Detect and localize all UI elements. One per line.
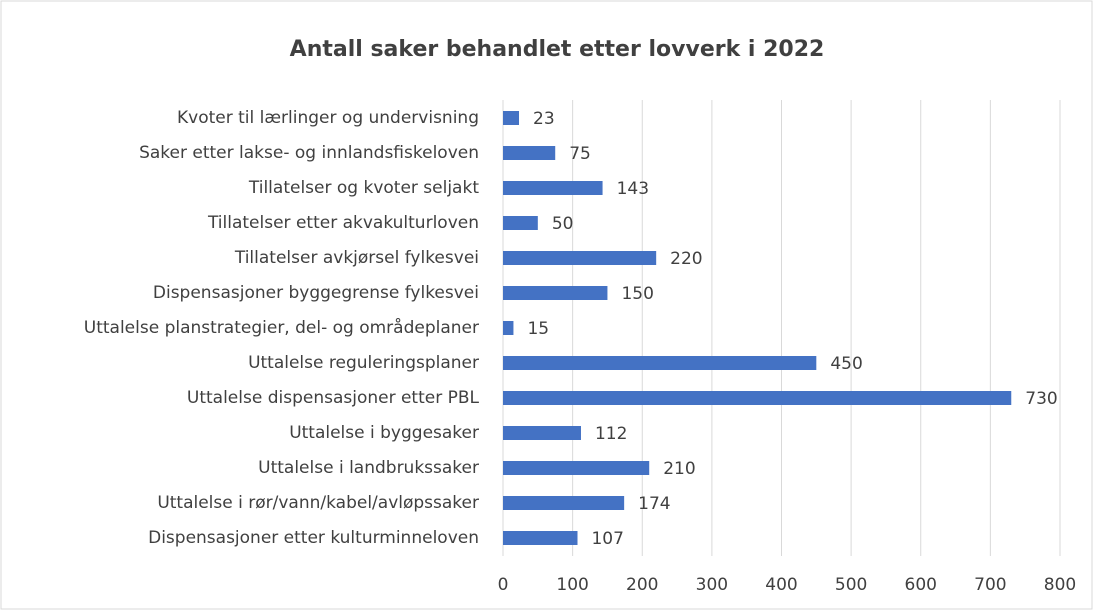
x-tick-label: 800: [1044, 575, 1076, 595]
bar: [503, 426, 581, 440]
bar: [503, 531, 578, 545]
data-label: 112: [595, 424, 627, 444]
bar: [503, 391, 1012, 405]
y-tick-label: Dispensasjoner byggegrense fylkesvei: [153, 283, 479, 303]
data-label: 730: [1025, 389, 1057, 409]
bar: [503, 146, 556, 160]
data-label: 23: [533, 109, 555, 129]
x-tick-label: 200: [626, 575, 658, 595]
x-tick-label: 500: [835, 575, 867, 595]
data-label: 75: [569, 144, 591, 164]
bar: [503, 356, 817, 370]
x-tick-label: 300: [696, 575, 728, 595]
y-tick-label: Uttalelse i landbrukssaker: [258, 458, 479, 478]
bar: [503, 181, 603, 195]
x-tick-label: 0: [498, 575, 509, 595]
data-label: 450: [830, 354, 862, 374]
bar: [503, 216, 538, 230]
bar: [503, 496, 625, 510]
data-label: 50: [552, 214, 574, 234]
y-tick-label: Uttalelse planstrategier, del- og område…: [84, 317, 479, 338]
data-label: 150: [621, 284, 653, 304]
bar: [503, 321, 514, 335]
bar: [503, 111, 520, 125]
y-tick-label: Uttalelse dispensasjoner etter PBL: [187, 388, 480, 408]
data-label: 174: [638, 494, 670, 514]
data-label: 210: [663, 459, 695, 479]
data-label: 220: [670, 249, 702, 269]
x-tick-label: 400: [765, 575, 797, 595]
data-label: 15: [527, 319, 549, 339]
x-tick-label: 700: [974, 575, 1006, 595]
y-tick-label: Saker etter lakse- og innlandsfiskeloven: [139, 143, 479, 163]
y-tick-label: Tillatelser etter akvakulturloven: [207, 213, 479, 233]
y-tick-label: Dispensasjoner etter kulturminneloven: [148, 528, 479, 548]
data-label: 107: [591, 529, 623, 549]
x-tick-label: 100: [556, 575, 588, 595]
data-label: 143: [617, 179, 649, 199]
bar: [503, 251, 657, 265]
bar: [503, 286, 608, 300]
x-tick-label: 600: [905, 575, 937, 595]
bar: [503, 461, 650, 475]
y-tick-label: Uttalelse i rør/vann/kabel/avløpssaker: [157, 493, 479, 513]
y-tick-label: Tillatelser avkjørsel fylkesvei: [234, 248, 479, 268]
chart-title: Antall saker behandlet etter lovverk i 2…: [290, 37, 825, 62]
y-tick-label: Tillatelser og kvoter seljakt: [248, 178, 479, 198]
y-tick-label: Kvoter til lærlinger og undervisning: [177, 108, 479, 128]
y-tick-label: Uttalelse i byggesaker: [289, 423, 479, 443]
y-tick-label: Uttalelse reguleringsplaner: [248, 353, 479, 373]
